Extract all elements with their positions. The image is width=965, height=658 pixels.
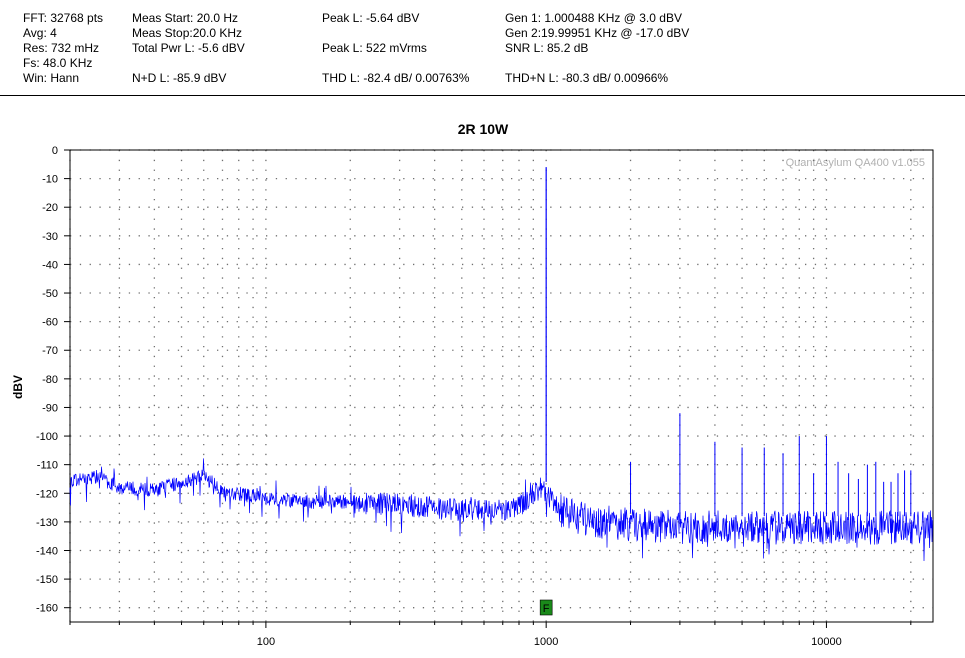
y-axis-label: dBV [11, 375, 25, 399]
x-tick-label: 1000 [534, 636, 558, 648]
thd: THD L: -82.4 dB/ 0.00763% [322, 71, 470, 85]
gen1: Gen 1: 1.000488 KHz @ 3.0 dBV [505, 11, 682, 25]
y-tick-label: -30 [42, 231, 58, 243]
y-tick-label: -100 [36, 431, 58, 443]
peak-dbv: Peak L: -5.64 dBV [322, 11, 420, 25]
y-tick-label: -80 [42, 374, 58, 386]
marker-label: F [543, 603, 550, 615]
average-count: Avg: 4 [23, 26, 57, 40]
total-power: Total Pwr L: -5.6 dBV [132, 41, 245, 55]
plot-area [69, 149, 934, 623]
y-tick-label: -60 [42, 317, 58, 329]
y-tick-label: -10 [42, 174, 58, 186]
measurement-header: FFT: 32768 pts Avg: 4 Res: 732 mHz Fs: 4… [0, 0, 965, 96]
y-tick-label: -110 [37, 460, 58, 472]
grid [69, 149, 933, 622]
peak-vrms: Peak L: 522 mVrms [322, 41, 427, 55]
y-tick-label: 0 [52, 145, 58, 157]
noise-floor-line [69, 458, 934, 562]
y-tick-label: -20 [42, 202, 58, 214]
y-tick-label: -150 [36, 574, 58, 586]
y-tick-label: -40 [42, 259, 58, 271]
y-tick-label: -120 [36, 488, 58, 500]
spectrum-trace [69, 167, 934, 562]
chart-title: 2R 10W [458, 121, 509, 137]
meas-stop: Meas Stop:20.0 KHz [132, 26, 243, 40]
marker-box[interactable] [539, 599, 553, 616]
fft-chart: 2R 10W dBV QuantAsylum QA400 v1.055 0 -10… [11, 121, 934, 648]
y-tick-label: -160 [36, 603, 58, 615]
snr: SNR L: 85.2 dB [505, 41, 589, 55]
y-tick-label: -50 [42, 288, 58, 300]
y-tick-label: -130 [36, 517, 58, 529]
y-tick-label: -90 [42, 402, 58, 414]
window-type: Win: Hann [23, 71, 80, 85]
watermark: QuantAsylum QA400 v1.055 [786, 157, 925, 169]
meas-start: Meas Start: 20.0 Hz [132, 11, 239, 25]
sample-rate: Fs: 48.0 KHz [23, 56, 93, 70]
frequency-marker: F [539, 599, 553, 616]
y-tick-label: -140 [36, 545, 58, 557]
thd-n: THD+N L: -80.3 dB/ 0.00966% [505, 71, 669, 85]
x-tick-label: 10000 [811, 636, 842, 648]
fft-points: FFT: 32768 pts [23, 11, 104, 25]
x-tick-label: 100 [257, 636, 275, 648]
x-ticks: 100 1000 10000 [69, 622, 912, 648]
resolution: Res: 732 mHz [23, 41, 100, 55]
gen2: Gen 2:19.99951 KHz @ -17.0 dBV [505, 26, 690, 40]
y-tick-label: -70 [42, 345, 58, 357]
noise-distortion: N+D L: -85.9 dBV [132, 71, 227, 85]
y-ticks: 0 -10 -20 -30 -40 -50 -60 -70 -80 -90 -100 -110 -120… [36, 145, 70, 615]
